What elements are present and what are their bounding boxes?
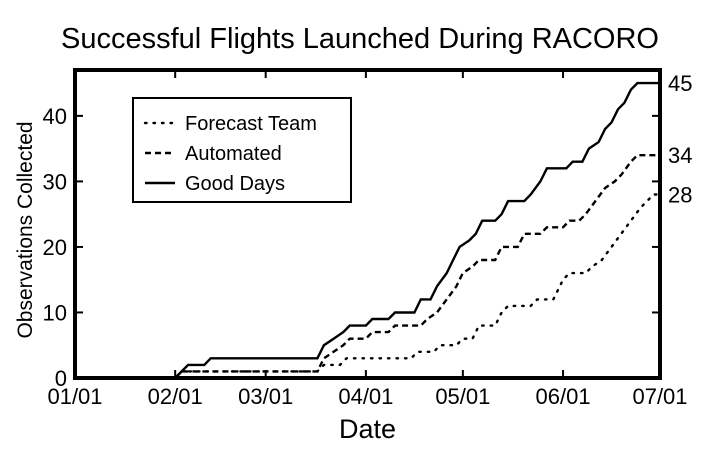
legend-label: Good Days (185, 173, 285, 195)
series-line-automated (174, 154, 660, 379)
x-tick-label: 04/01 (338, 384, 393, 409)
x-tick-label: 03/01 (238, 384, 293, 409)
y-tick-label: 0 (55, 366, 67, 391)
end-value-label: 34 (668, 143, 692, 168)
chart-title: Successful Flights Launched During RACOR… (61, 23, 659, 55)
x-tick-label: 01/01 (47, 384, 102, 409)
x-tick-label: 05/01 (435, 384, 490, 409)
y-axis-label: Observations Collected (14, 121, 37, 338)
legend-label: Forecast Team (185, 113, 317, 135)
x-tick-label: 06/01 (536, 384, 591, 409)
y-tick-label: 30 (43, 169, 67, 194)
end-labels: 28 34 45 (668, 71, 692, 207)
series-line-good-days (174, 81, 660, 379)
legend-box (132, 97, 352, 203)
x-axis-label: Date (339, 414, 396, 444)
x-tick-label: 02/01 (148, 384, 203, 409)
plot-frame (73, 68, 662, 380)
series-line-forecast-team (174, 193, 662, 380)
axis-ticks: 01/01 02/01 03/01 04/01 05/01 06/01 07/01 0 10 20… (43, 70, 688, 409)
legend: Forecast Team Automated Good Days (132, 97, 352, 203)
y-tick-label: 40 (43, 104, 67, 129)
x-tick-label: 07/01 (632, 384, 687, 409)
end-value-label: 28 (668, 183, 692, 208)
plot-area (174, 81, 662, 380)
y-tick-label: 20 (43, 235, 67, 260)
y-tick-label: 10 (43, 300, 67, 325)
legend-label: Automated (185, 143, 282, 165)
end-value-label: 45 (668, 71, 692, 96)
